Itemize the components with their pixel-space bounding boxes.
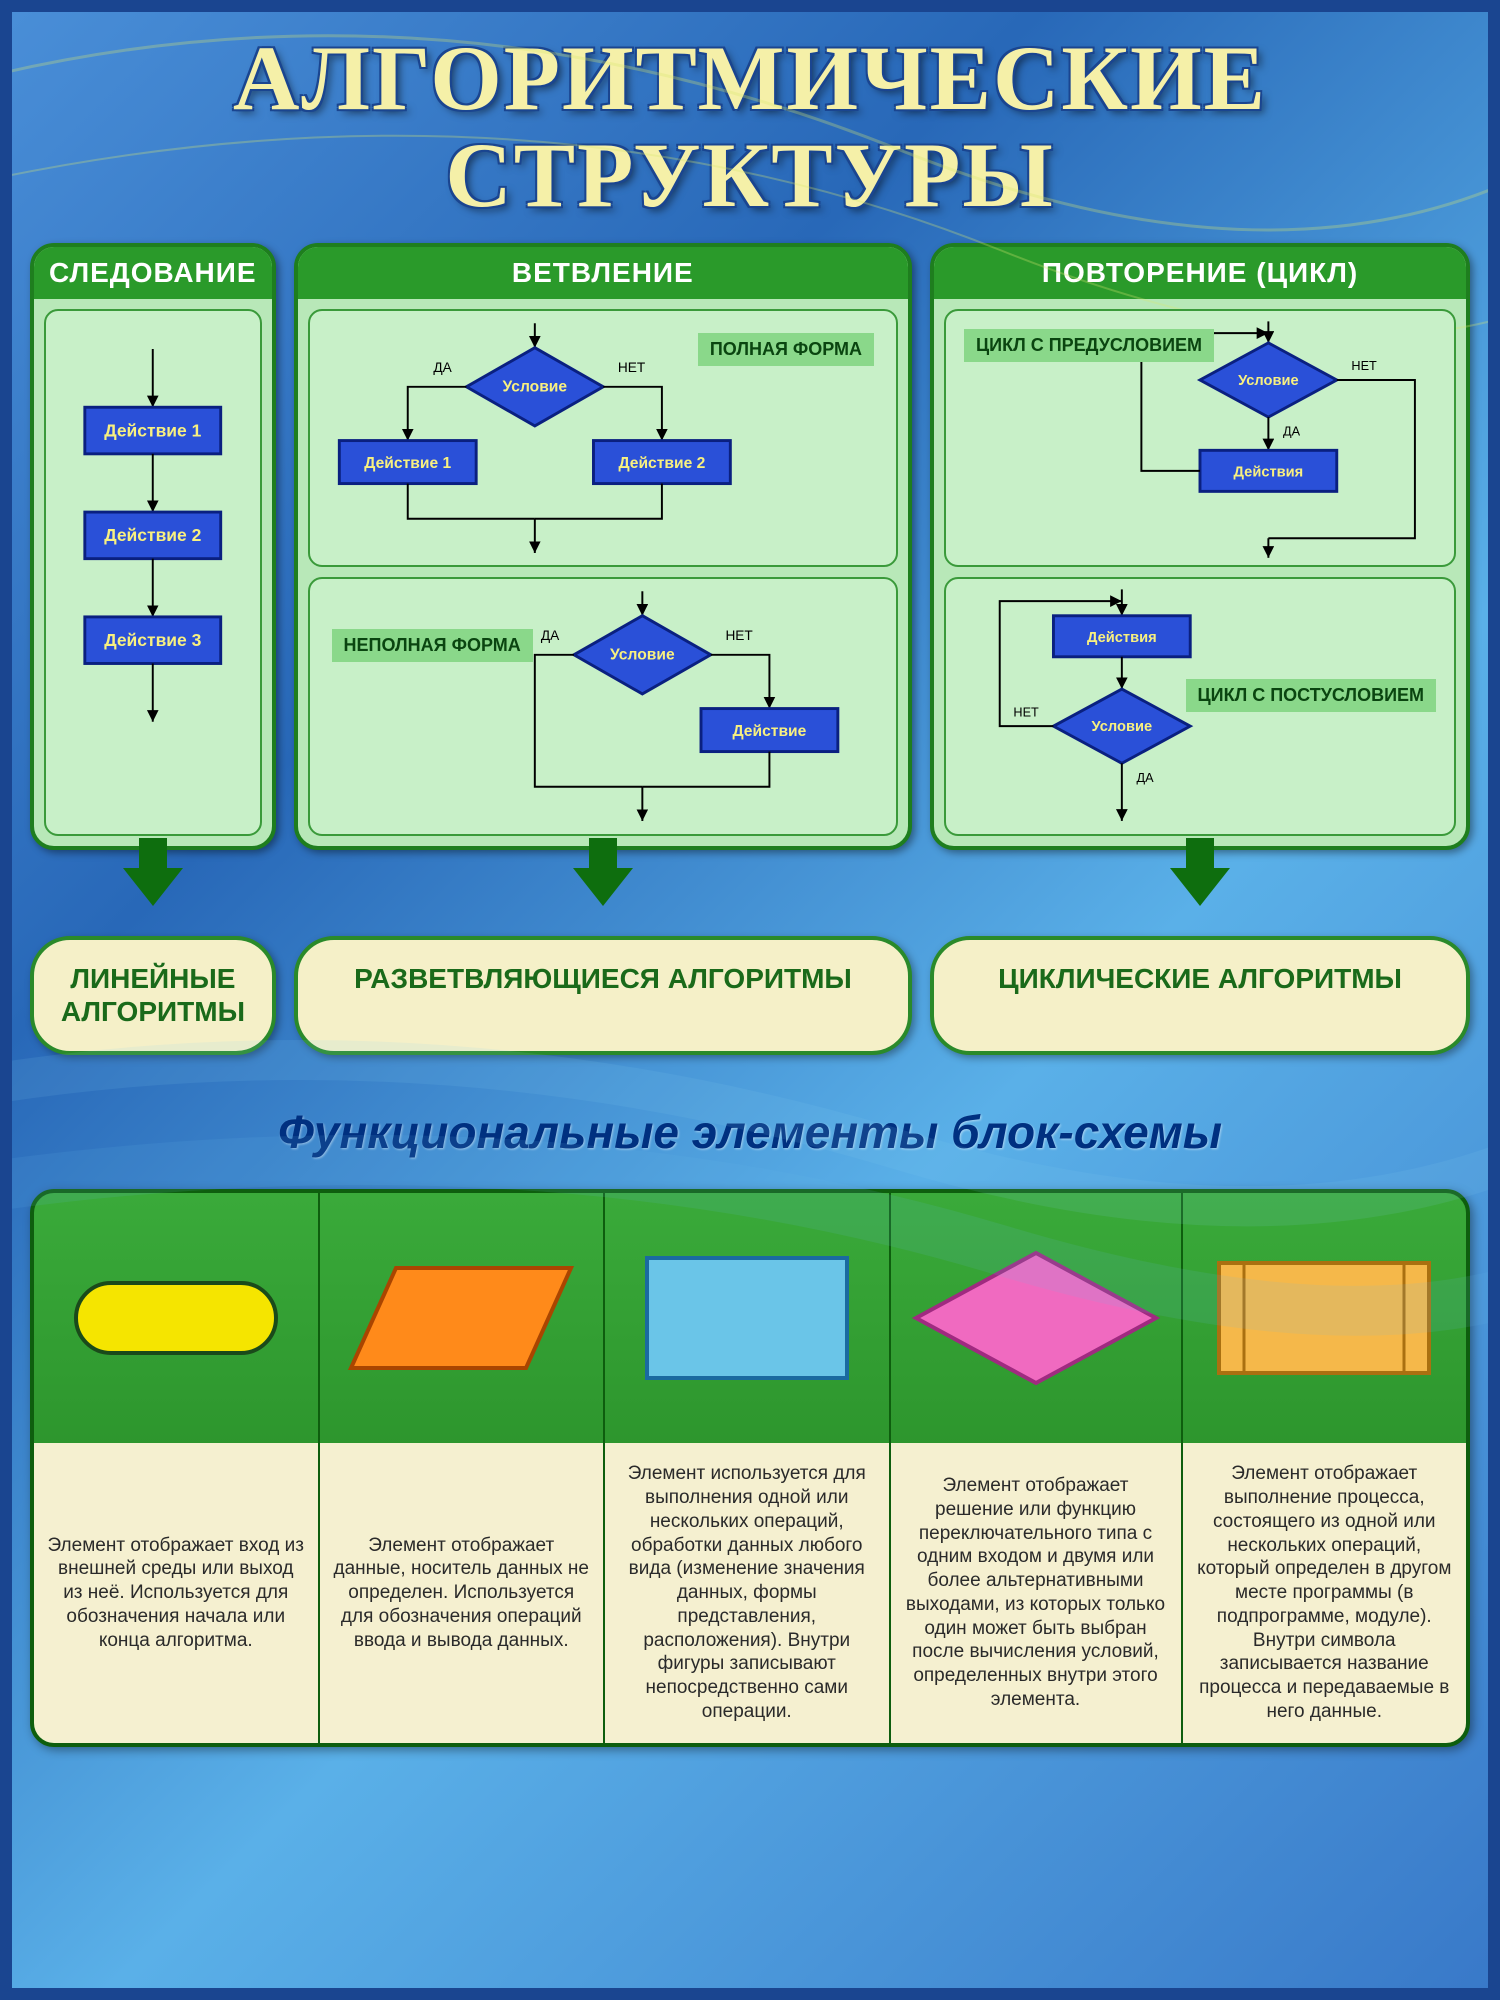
arrow-down-icon [1170,868,1230,906]
svg-text:Действия: Действия [1234,465,1304,481]
svg-text:Условие: Условие [1238,373,1299,389]
tag-precondition: ЦИКЛ С ПРЕДУСЛОВИЕМ [964,329,1214,362]
svg-text:Действие 3: Действие 3 [104,630,201,650]
svg-text:Действие 1: Действие 1 [364,455,451,472]
svg-text:Условие: Условие [1092,719,1153,735]
svg-text:ДА: ДА [540,629,559,644]
branch-short-box: НЕПОЛНАЯ ФОРМА Условие ДА НЕТ Действие [308,577,899,835]
loop-pre-box: ЦИКЛ С ПРЕДУСЛОВИЕМ Условие НЕТ ДА Дейст… [944,309,1456,567]
svg-text:НЕТ: НЕТ [725,629,753,644]
sequence-flowchart: Действие 1 Действие 2 Действие 3 [46,311,260,834]
svg-text:НЕТ: НЕТ [1013,706,1039,720]
svg-text:Условие: Условие [610,647,675,664]
svg-text:Действие 2: Действие 2 [618,455,705,472]
structures-panels-row: СЛЕДОВАНИЕ Действие 1 Действие 2 [0,243,1500,850]
tag-full-form: ПОЛНАЯ ФОРМА [698,333,874,366]
svg-text:Действия: Действия [1087,631,1157,647]
panel-sequence: СЛЕДОВАНИЕ Действие 1 Действие 2 [30,243,276,850]
svg-text:НЕТ: НЕТ [617,360,645,375]
svg-text:ДА: ДА [1137,771,1155,785]
svg-text:Действие 2: Действие 2 [104,525,201,545]
arrow-down-icon [573,868,633,906]
sequence-diagram-box: Действие 1 Действие 2 Действие 3 [44,309,262,836]
loop-post-box: ЦИКЛ С ПОСТУСЛОВИЕМ Действия Условие НЕТ… [944,577,1456,835]
svg-text:ДА: ДА [1283,425,1301,439]
action1-label: Действие 1 [104,421,201,441]
svg-text:Действие: Действие [732,723,806,740]
branch-full-box: ПОЛНАЯ ФОРМА Условие ДА НЕТ Действие 1 Д… [308,309,899,567]
svg-text:ДА: ДА [433,360,452,375]
branch-short-flowchart: Условие ДА НЕТ Действие [310,579,897,833]
arrow-down-icon [123,868,183,906]
svg-text:НЕТ: НЕТ [1351,359,1377,373]
panel-loop: ПОВТОРЕНИЕ (ЦИКЛ) ЦИКЛ С ПРЕДУСЛОВИЕМ Ус… [930,243,1470,850]
svg-text:Условие: Условие [502,379,567,396]
tag-short-form: НЕПОЛНАЯ ФОРМА [332,629,533,662]
tag-postcondition: ЦИКЛ С ПОСТУСЛОВИЕМ [1186,679,1437,712]
poster-frame [0,0,1500,2000]
panel-branching: ВЕТВЛЕНИЕ ПОЛНАЯ ФОРМА Условие ДА НЕТ Де… [294,243,913,850]
